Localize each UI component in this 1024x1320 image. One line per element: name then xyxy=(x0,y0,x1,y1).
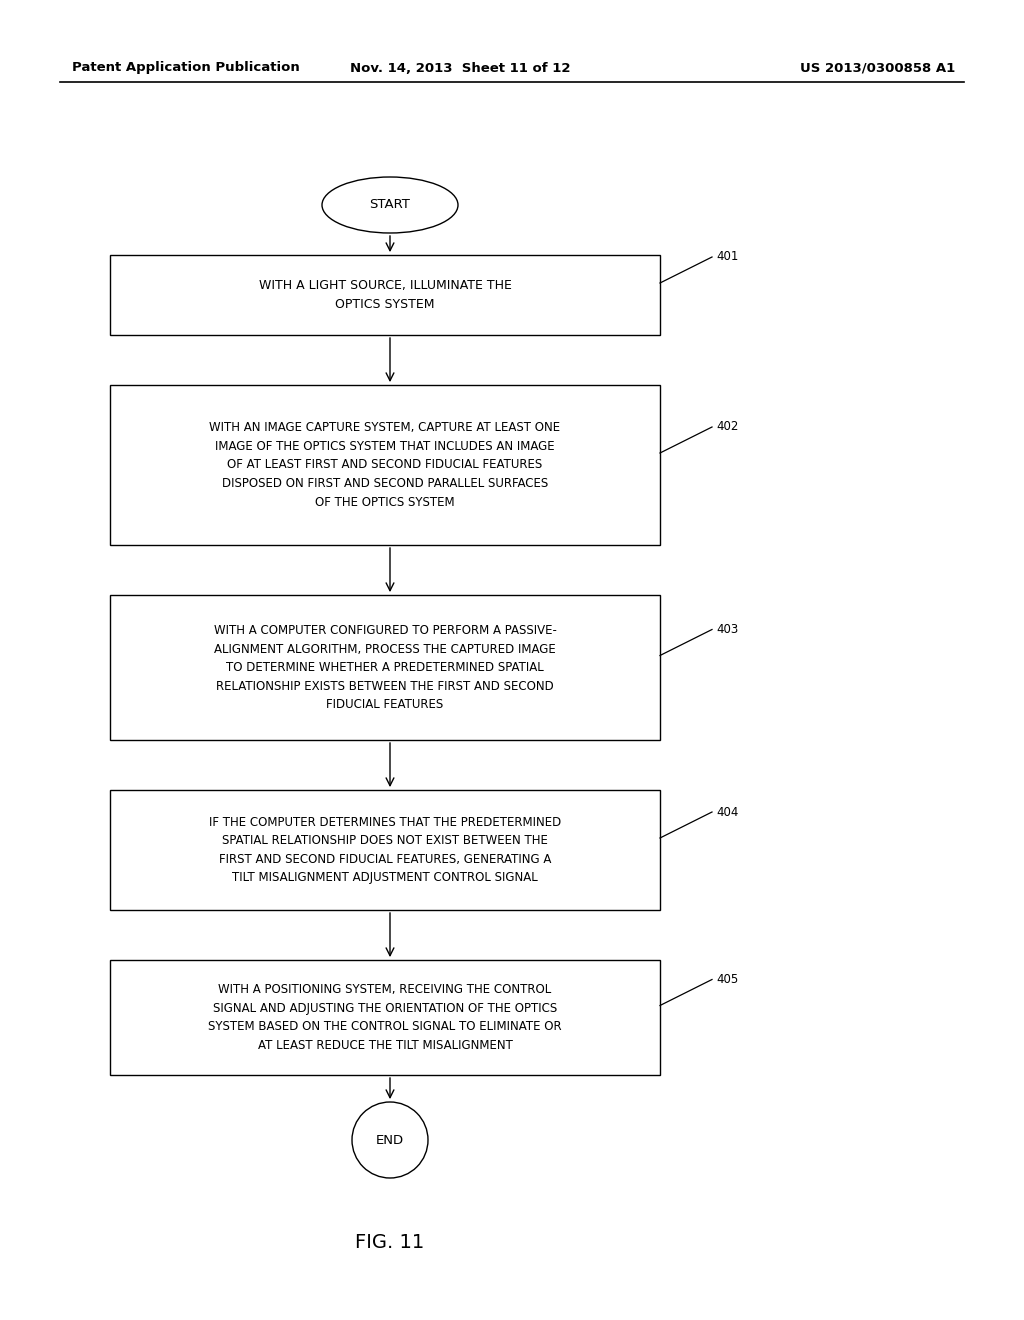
Text: WITH AN IMAGE CAPTURE SYSTEM, CAPTURE AT LEAST ONE
IMAGE OF THE OPTICS SYSTEM TH: WITH AN IMAGE CAPTURE SYSTEM, CAPTURE AT… xyxy=(210,421,560,508)
Ellipse shape xyxy=(352,1102,428,1177)
Bar xyxy=(110,385,660,545)
Bar xyxy=(110,789,660,909)
Text: Patent Application Publication: Patent Application Publication xyxy=(72,62,300,74)
Ellipse shape xyxy=(322,177,458,234)
Bar xyxy=(110,960,660,1074)
Text: WITH A LIGHT SOURCE, ILLUMINATE THE
OPTICS SYSTEM: WITH A LIGHT SOURCE, ILLUMINATE THE OPTI… xyxy=(259,280,511,310)
Text: US 2013/0300858 A1: US 2013/0300858 A1 xyxy=(800,62,955,74)
Text: Nov. 14, 2013  Sheet 11 of 12: Nov. 14, 2013 Sheet 11 of 12 xyxy=(350,62,570,74)
Bar xyxy=(110,595,660,741)
Text: 403: 403 xyxy=(716,623,738,636)
Text: 404: 404 xyxy=(716,805,738,818)
Text: WITH A POSITIONING SYSTEM, RECEIVING THE CONTROL
SIGNAL AND ADJUSTING THE ORIENT: WITH A POSITIONING SYSTEM, RECEIVING THE… xyxy=(208,983,562,1052)
Text: IF THE COMPUTER DETERMINES THAT THE PREDETERMINED
SPATIAL RELATIONSHIP DOES NOT : IF THE COMPUTER DETERMINES THAT THE PRED… xyxy=(209,816,561,884)
Bar xyxy=(110,255,660,335)
Text: 405: 405 xyxy=(716,973,738,986)
Text: 401: 401 xyxy=(716,251,738,264)
Text: WITH A COMPUTER CONFIGURED TO PERFORM A PASSIVE-
ALIGNMENT ALGORITHM, PROCESS TH: WITH A COMPUTER CONFIGURED TO PERFORM A … xyxy=(214,624,556,711)
Text: FIG. 11: FIG. 11 xyxy=(355,1233,425,1251)
Text: 402: 402 xyxy=(716,421,738,433)
Text: START: START xyxy=(370,198,411,211)
Text: END: END xyxy=(376,1134,404,1147)
